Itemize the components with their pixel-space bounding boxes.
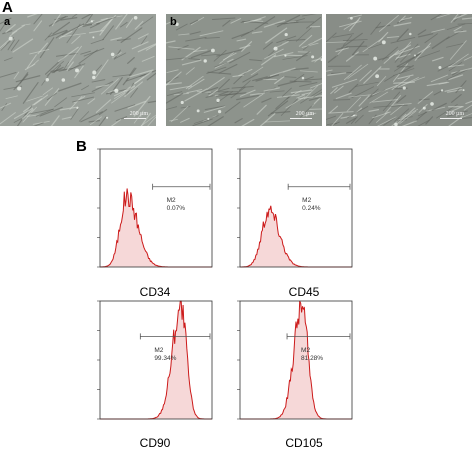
histogram-cd34-label: CD34	[94, 285, 216, 299]
panel-a-label: A	[2, 0, 13, 15]
gate-name: M2	[301, 347, 310, 354]
gate-value: 0.07%	[167, 205, 186, 212]
scale-bar-label: 200 μm	[446, 111, 464, 117]
micrograph-b: b 200 μm	[166, 14, 322, 126]
gate-value: 81.28%	[301, 355, 323, 362]
scale-bar-label: 200 μm	[130, 111, 148, 117]
micrograph-a-letter: a	[4, 16, 10, 28]
gate-name: M2	[302, 197, 311, 204]
gate-value: 99.34%	[154, 355, 176, 362]
gate-name: M2	[154, 347, 163, 354]
scale-bar	[124, 118, 146, 119]
micrograph-a: a 200 μm	[0, 14, 156, 126]
gate-value: 0.24%	[302, 205, 321, 212]
micrograph-c: 200 μm	[326, 14, 472, 126]
scale-bar	[290, 118, 312, 119]
micrograph-b-letter: b	[170, 16, 177, 28]
gate-name: M2	[167, 197, 176, 204]
panel-b-label: B	[76, 139, 87, 154]
histogram-cd45-label: CD45	[243, 285, 365, 299]
scale-bar-label: 200 μm	[296, 111, 314, 117]
histogram-cd90-label: CD90	[94, 436, 216, 450]
histogram-cd105-label: CD105	[243, 436, 365, 450]
scale-bar	[440, 118, 462, 119]
